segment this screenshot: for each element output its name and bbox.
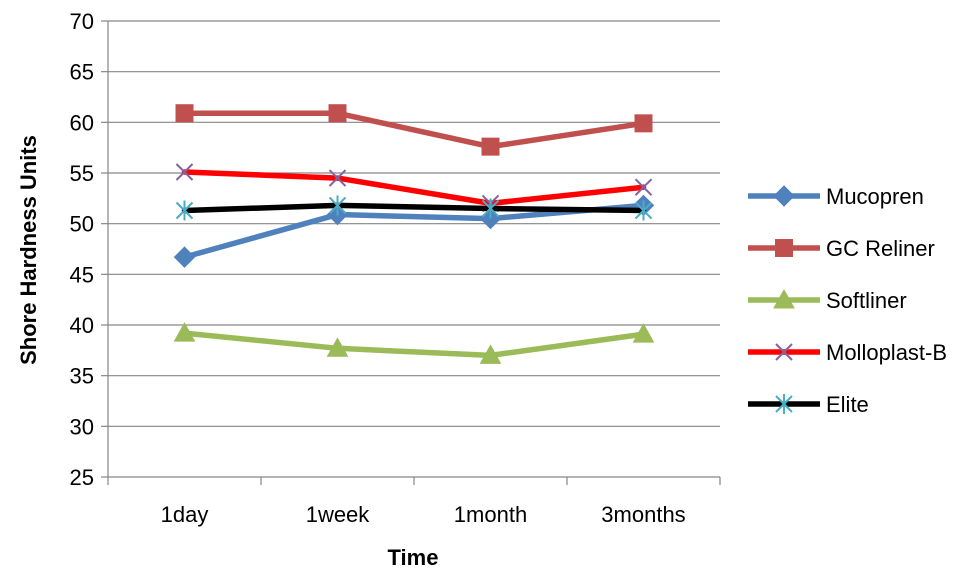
triangle-marker — [326, 337, 349, 357]
legend-item-elite: Elite — [748, 392, 869, 417]
legend-label: GC Reliner — [826, 236, 935, 261]
y-tick-label: 45 — [70, 262, 94, 287]
square-marker — [775, 239, 793, 257]
legend: Mucopren GC Reliner Softliner Molloplast-B E… — [748, 184, 947, 417]
x-marker — [175, 163, 194, 181]
series-line — [181, 202, 647, 214]
legend-label: Mucopren — [826, 184, 924, 209]
square-marker — [175, 104, 194, 123]
square-marker — [328, 104, 347, 123]
triangle-marker — [632, 323, 655, 343]
star-marker — [634, 200, 653, 221]
series-line — [181, 202, 647, 260]
x-marker-stroke — [175, 163, 194, 181]
triangle-marker — [773, 288, 795, 309]
legend-item-mucopren: Mucopren — [748, 184, 924, 209]
y-tick-label: 60 — [70, 110, 94, 135]
legend-item-softliner: Softliner — [748, 288, 907, 313]
x-marker — [328, 169, 347, 187]
x-marker-stroke — [775, 343, 793, 361]
legend-label: Molloplast-B — [826, 340, 947, 365]
x-marker — [775, 343, 793, 361]
star-marker — [775, 394, 793, 414]
diamond-marker — [173, 246, 196, 268]
x-marker — [634, 178, 653, 196]
legend-label: Elite — [826, 392, 869, 417]
y-axis-title: Shore Hardness Units — [16, 135, 41, 365]
series-elite — [175, 195, 653, 221]
legend-label: Softliner — [826, 288, 907, 313]
x-tick-label: 3months — [601, 502, 685, 527]
axes: 25 30 35 40 45 50 55 60 65 70 1day 1week 1month 3mont… — [70, 9, 721, 527]
series-group — [173, 104, 655, 364]
series-molloplast-b — [175, 163, 653, 213]
y-tick-label: 50 — [70, 212, 94, 237]
series-gc-reliner — [175, 104, 653, 156]
x-tick-label: 1day — [161, 502, 209, 527]
y-tick-label: 35 — [70, 364, 94, 389]
diamond-marker — [773, 185, 795, 207]
y-tick-label: 40 — [70, 313, 94, 338]
square-marker — [481, 137, 500, 156]
star-marker — [481, 198, 500, 219]
y-tick-label: 70 — [70, 9, 94, 34]
y-tick-label: 25 — [70, 465, 94, 490]
y-tick-label: 55 — [70, 161, 94, 186]
legend-item-gc-reliner: GC Reliner — [748, 236, 935, 261]
y-tick-label: 30 — [70, 414, 94, 439]
x-tick-label: 1month — [454, 502, 527, 527]
x-tick-label: 1week — [306, 502, 371, 527]
x-marker-stroke — [328, 169, 347, 187]
gridlines — [108, 20, 720, 427]
series-line — [181, 330, 647, 359]
x-axis-title: Time — [388, 545, 439, 570]
legend-item-molloplast-b: Molloplast-B — [748, 340, 947, 365]
series-line — [181, 110, 647, 150]
star-marker — [175, 200, 194, 221]
star-marker — [328, 195, 347, 216]
series-line — [181, 169, 647, 207]
triangle-marker — [479, 344, 502, 364]
series-softliner — [173, 322, 655, 364]
y-tick-label: 65 — [70, 60, 94, 85]
triangle-marker — [173, 322, 196, 342]
x-marker-stroke — [634, 178, 653, 196]
square-marker — [634, 114, 653, 133]
